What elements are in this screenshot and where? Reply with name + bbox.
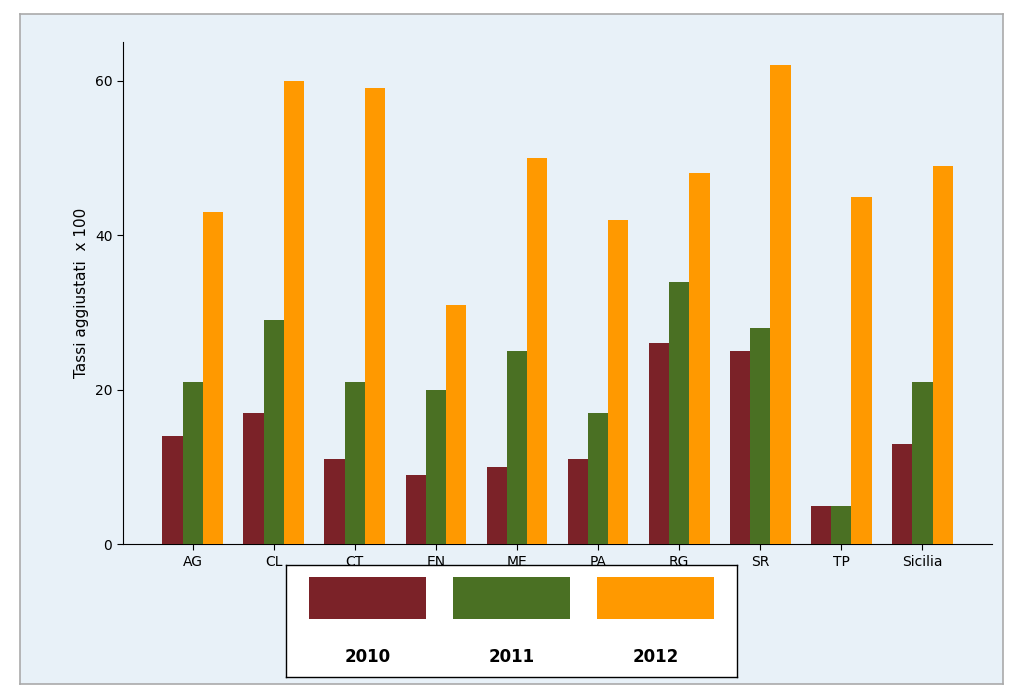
Bar xyxy=(568,459,588,544)
FancyBboxPatch shape xyxy=(597,577,714,619)
Bar xyxy=(729,351,750,544)
Bar xyxy=(163,436,182,544)
Y-axis label: Tassi aggiustati  x 100: Tassi aggiustati x 100 xyxy=(74,208,89,378)
Bar xyxy=(365,88,386,544)
Bar xyxy=(851,197,872,544)
Bar xyxy=(405,475,426,544)
Bar xyxy=(284,80,304,544)
Bar xyxy=(750,328,770,544)
Bar xyxy=(182,382,203,544)
Bar xyxy=(649,343,669,544)
Bar xyxy=(933,165,952,544)
Bar xyxy=(243,413,264,544)
FancyBboxPatch shape xyxy=(309,577,426,619)
FancyBboxPatch shape xyxy=(453,577,570,619)
Bar xyxy=(770,65,791,544)
Bar xyxy=(831,506,851,544)
Bar xyxy=(609,220,628,544)
Bar xyxy=(203,212,223,544)
Bar xyxy=(811,506,831,544)
Bar xyxy=(913,382,933,544)
Bar xyxy=(426,389,446,544)
Bar xyxy=(588,413,609,544)
Bar xyxy=(345,382,365,544)
Bar xyxy=(264,320,284,544)
Bar xyxy=(487,467,506,544)
Text: 2011: 2011 xyxy=(488,648,535,666)
Bar xyxy=(527,158,547,544)
Bar xyxy=(690,173,710,544)
Bar xyxy=(446,305,466,544)
Text: 2012: 2012 xyxy=(632,648,678,666)
Bar xyxy=(324,459,345,544)
Bar xyxy=(892,444,913,544)
Text: 2010: 2010 xyxy=(345,648,391,666)
Bar xyxy=(669,281,690,544)
Bar xyxy=(506,351,527,544)
